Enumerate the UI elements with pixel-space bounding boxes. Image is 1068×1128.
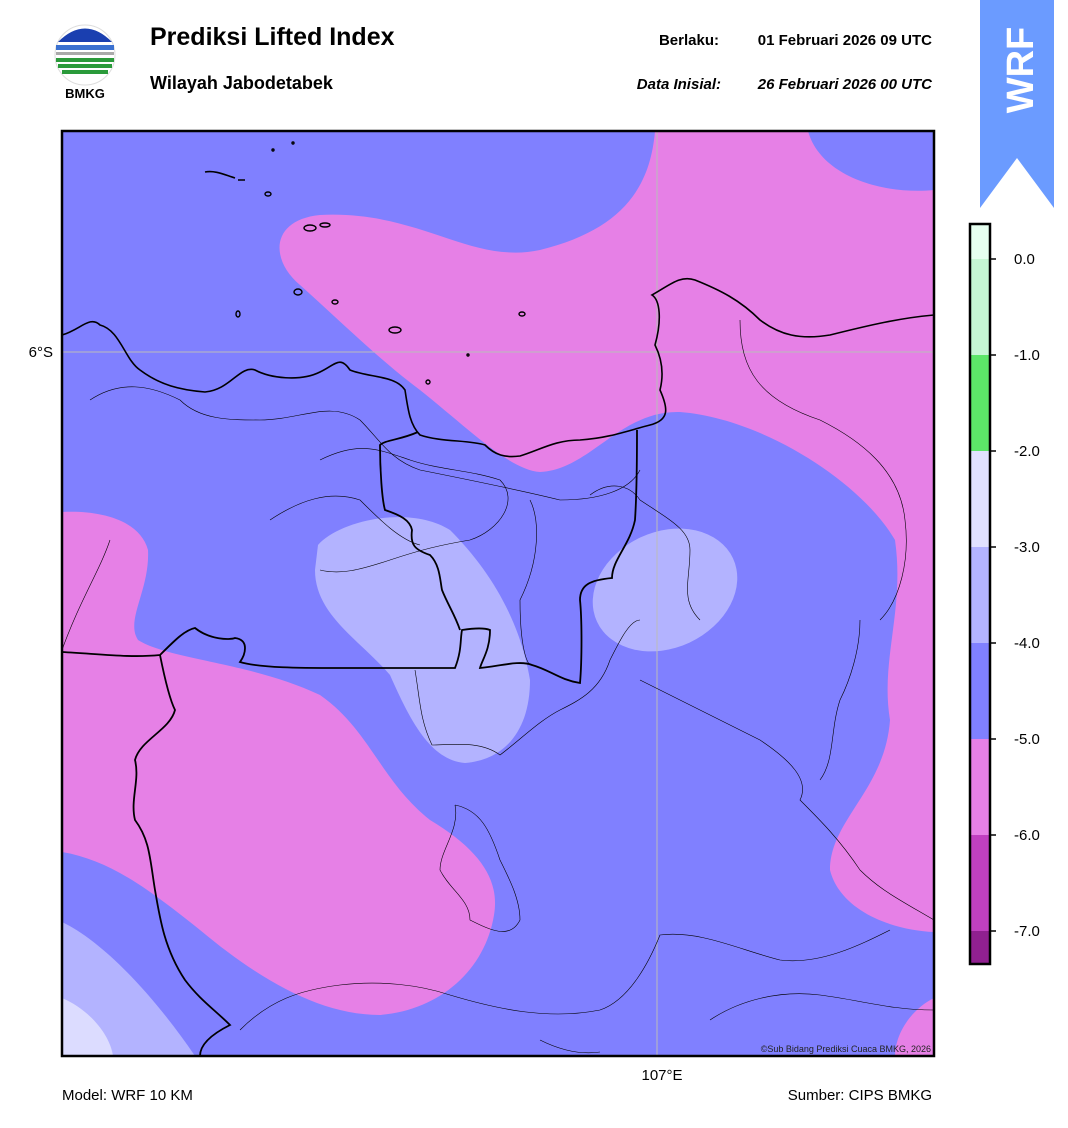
contour-pink [62,511,496,1015]
model-text: Model: WRF 10 KM [62,1087,193,1104]
islands [235,141,526,385]
colorbar-ticks: 0.0 -1.0 -2.0 -3.0 -4.0 -5.0 -6.0 -7.0 [990,251,1040,940]
colorbar [968,222,992,966]
contour-lighter [62,998,113,1056]
contour-pink [279,131,934,932]
logo: BMKG [54,24,116,101]
banner-text: WRF [1000,27,1042,114]
source-text: Sumber: CIPS BMKG [788,1087,932,1104]
map: ©Sub Bidang Prediksi Cuaca BMKG, 2026 [62,131,934,1056]
colorbar-tick-label: -7.0 [1014,923,1040,940]
credit: ©Sub Bidang Prediksi Cuaca BMKG, 2026 [761,1044,931,1054]
colorbar-tick-label: -4.0 [1014,635,1040,652]
title: Prediksi Lifted Index [150,23,395,51]
province-borders [62,429,638,1056]
colorbar-tick-label: -2.0 [1014,443,1040,460]
colorbar-tick-label: -5.0 [1014,731,1040,748]
colorbar-tick-label: -1.0 [1014,347,1040,364]
regency-borders [62,319,934,1054]
colorbar-tick-label: -3.0 [1014,539,1040,556]
contour-pink [895,998,934,1056]
valid-label: Berlaku: [659,32,719,49]
init-time: 26 Februari 2026 00 UTC [757,76,933,93]
banner [980,0,1054,208]
coastline [62,170,934,458]
lat-label: 6°S [29,344,53,361]
map-frame [60,129,936,1058]
subtitle: Wilayah Jabodetabek [150,73,334,93]
contour-light [315,517,530,763]
colorbar-tick-label: 0.0 [1014,251,1035,268]
init-label: Data Inisial: [637,76,721,93]
logo-text: BMKG [65,86,105,101]
lon-label: 107°E [641,1067,682,1084]
colorbar-tick-label: -6.0 [1014,827,1040,844]
valid-time: 01 Februari 2026 09 UTC [758,32,932,49]
contour-light [592,528,738,652]
